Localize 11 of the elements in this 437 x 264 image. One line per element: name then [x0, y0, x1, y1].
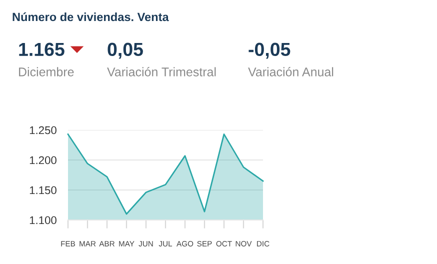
y-tick-label: 1.150	[30, 186, 56, 194]
text: Variación Trimestral	[107, 67, 216, 76]
text: -0,05	[248, 42, 290, 59]
y-tick-label: 1.100	[30, 216, 56, 224]
y-tick-label: 1.200	[30, 156, 56, 164]
text: 0,05	[108, 42, 143, 59]
chart-title: Número de viviendas. Venta	[12, 12, 169, 22]
text: Variación Anual	[248, 67, 334, 76]
text: Diciembre	[19, 67, 74, 76]
y-tick-label: 1.250	[30, 126, 56, 134]
text: 1.165	[19, 42, 64, 56]
